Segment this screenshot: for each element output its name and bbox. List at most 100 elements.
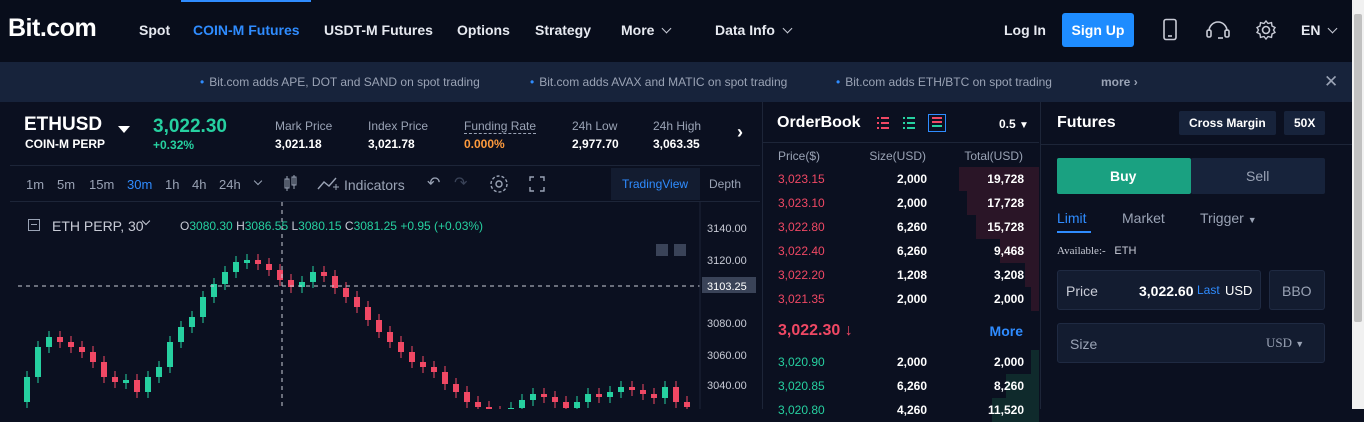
indicators-icon[interactable] [316,175,340,193]
ticker-item[interactable]: • Bit.com adds AVAX and MATIC on spot tra… [530,75,787,89]
nav-spot[interactable]: Spot [139,22,171,38]
chevron-right-icon[interactable]: › [737,122,743,142]
nav-more[interactable]: More [621,22,672,38]
logo[interactable]: Bit.com [8,14,97,42]
undo-icon[interactable]: ↶ [427,175,441,192]
size-unit-select[interactable]: USD ▼ [1266,335,1304,351]
caret-down-icon[interactable] [118,126,130,133]
ask-row[interactable]: 3,023.10 2,000 17,728 [763,191,1039,215]
tab-active-indicator [1057,231,1091,233]
page-scrollbar[interactable] [1352,0,1364,409]
collapse-legend-icon[interactable] [28,219,40,231]
candle-body [673,387,679,402]
ticker-item[interactable]: • Bit.com adds APE, DOT and SAND on spot … [200,75,480,89]
tab-trigger[interactable]: Trigger ▼ [1200,210,1257,226]
ticker-item[interactable]: • Bit.com adds ETH/BTC on spot trading [836,75,1052,89]
settings-gear-icon[interactable] [1255,19,1277,41]
y-tick-label: 3103.25 [707,281,747,293]
top-nav: Bit.com Spot COIN-M Futures USDT-M Futur… [0,0,1364,62]
buy-button[interactable] [1057,158,1191,194]
more-trades-link[interactable]: More [989,323,1023,339]
interval-1h[interactable]: 1h [165,177,180,192]
nav-data-info-label: Data Info [715,22,775,38]
scroll-down-icon[interactable] [656,244,668,256]
last-price-tag[interactable]: Last [1197,283,1220,297]
chevron-down-icon [662,23,672,34]
bid-size: 4,260 [896,403,927,417]
futures-title: Futures [1057,114,1116,131]
candle-type-icon[interactable] [282,174,298,194]
ask-total: 2,000 [993,292,1024,306]
tab-limit[interactable]: Limit [1057,210,1087,226]
interval-24h[interactable]: 24h [219,177,241,192]
candlestick-chart[interactable]: 3140.00 3120.00 3103.25 3080.00 3060.00 3040.… [10,202,760,409]
bbo-button[interactable] [1269,270,1325,310]
ask-row[interactable]: 3,021.35 2,000 2,000 [763,287,1039,311]
bids-view-icon[interactable] [902,116,916,130]
ask-row[interactable]: 3,022.20 1,208 3,208 [763,263,1039,287]
nav-options[interactable]: Options [457,22,510,38]
login-link[interactable]: Log In [1004,22,1046,38]
price-input[interactable] [1057,270,1261,310]
sell-label: Sell [1246,168,1270,184]
instrument-symbol[interactable]: ETHUSD [24,114,103,135]
ask-row[interactable]: 3,023.15 2,000 19,728 [763,167,1039,191]
open-label: O [180,219,190,233]
candle-body [90,352,96,362]
signup-button[interactable]: Sign Up [1062,13,1134,47]
interval-4h[interactable]: 4h [192,177,207,192]
language-selector[interactable]: EN [1301,22,1338,38]
y-tick-label: 3060.00 [707,350,747,362]
bid-price: 3,020.85 [778,379,825,393]
depth-bar [1000,239,1039,263]
col-price-header: Price($) [778,149,821,163]
fullscreen-icon[interactable] [528,175,546,193]
nav-strategy[interactable]: Strategy [535,22,592,38]
tradingview-tab[interactable] [611,168,700,200]
ask-row[interactable]: 3,022.80 6,260 15,728 [763,215,1039,239]
candle-body [277,270,283,280]
chevron-down-icon[interactable] [253,176,263,186]
ask-row[interactable]: 3,022.40 6,260 9,468 [763,239,1039,263]
redo-icon[interactable]: ↷ [454,175,468,192]
indicators-button[interactable]: Indicators [344,177,405,193]
leverage-button[interactable] [1284,111,1325,135]
ask-price: 3,023.10 [778,196,825,210]
interval-30m[interactable]: 30m [127,177,153,192]
candle-body [343,288,349,297]
nav-usdt-m-futures[interactable]: USDT-M Futures [324,22,433,38]
both-view-icon[interactable] [928,114,946,132]
ticker-more-link[interactable]: more › [1101,75,1138,89]
interval-1m[interactable]: 1m [26,177,45,192]
bid-row[interactable]: 3,020.85 6,260 8,260 [763,374,1039,398]
mobile-icon[interactable] [1161,18,1179,42]
depth-bar [1031,350,1039,374]
nav-coin-m-futures[interactable]: COIN-M Futures [193,22,300,38]
scrollbar-thumb[interactable] [1354,14,1362,322]
bid-size: 2,000 [896,355,927,369]
cross-margin-button[interactable] [1179,111,1276,135]
precision-select[interactable]: 0.5 ▼ [999,117,1029,131]
interval-5m[interactable]: 5m [57,177,76,192]
tab-market[interactable]: Market [1122,210,1165,226]
bid-row[interactable]: 3,020.80 4,260 11,520 [763,398,1039,422]
buy-label: Buy [1110,168,1137,184]
size-input[interactable] [1057,323,1325,363]
nav-data-info[interactable]: Data Info [715,22,793,38]
bid-price: 3,020.90 [778,355,825,369]
close-icon[interactable]: ✕ [1324,72,1339,91]
funding-rate-label[interactable]: Funding Rate [464,119,537,134]
depth-tab[interactable]: Depth [709,177,742,191]
ticker-more-label: more [1101,75,1131,89]
ohlc-legend: O3080.30 H3086.55 L3080.15 C3081.25 +0.9… [180,219,483,233]
bid-row[interactable]: 3,020.90 2,000 2,000 [763,350,1039,374]
chart-settings-icon[interactable] [489,174,509,194]
scroll-up-icon[interactable] [674,244,686,256]
candle-body [266,264,272,270]
support-icon[interactable] [1205,18,1231,42]
asks-view-icon[interactable] [876,116,890,130]
candle-body [354,297,360,307]
sell-button[interactable] [1191,158,1325,194]
caret-down-icon: ▼ [1247,215,1257,225]
interval-15m[interactable]: 15m [89,177,115,192]
